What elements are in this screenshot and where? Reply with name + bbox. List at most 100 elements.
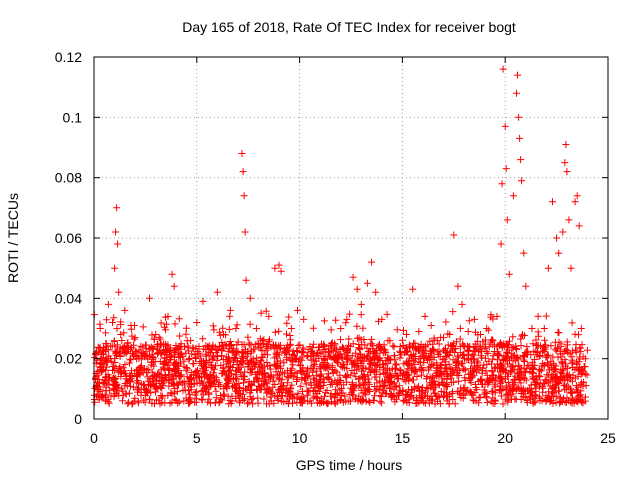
roti-noise-point — [241, 376, 249, 384]
roti-noise-point — [378, 377, 386, 385]
roti-noise-point — [568, 389, 576, 397]
roti-background-scatter — [90, 306, 591, 408]
roti-noise-point — [292, 356, 300, 364]
roti-noise-point — [169, 379, 177, 387]
roti-noise-point — [542, 312, 550, 320]
roti-data-point — [440, 334, 447, 342]
roti-noise-point — [489, 355, 497, 363]
roti-noise-point — [359, 381, 367, 389]
roti-noise-point — [337, 336, 344, 344]
roti-noise-point — [245, 360, 252, 368]
roti-noise-point — [340, 381, 348, 389]
roti-noise-point — [357, 311, 365, 319]
roti-noise-point — [535, 365, 543, 373]
roti-noise-point — [480, 361, 488, 369]
roti-noise-point — [157, 350, 165, 357]
roti-data-point — [363, 279, 371, 287]
roti-data-point — [528, 325, 536, 332]
roti-noise-point — [209, 341, 217, 349]
roti-noise-point — [465, 347, 473, 354]
roti-noise-point — [141, 365, 149, 373]
roti-noise-point — [419, 367, 427, 375]
roti-data-point — [501, 122, 509, 130]
roti-noise-point — [316, 350, 324, 358]
roti-noise-point — [253, 386, 261, 394]
roti-noise-point — [116, 350, 123, 357]
roti-noise-point — [215, 381, 222, 389]
roti-noise-point — [406, 342, 414, 350]
roti-noise-point — [459, 351, 467, 359]
roti-noise-point — [431, 389, 439, 397]
roti-noise-point — [134, 377, 141, 385]
roti-noise-point — [252, 370, 260, 378]
roti-noise-point — [361, 378, 369, 386]
roti-noise-point — [572, 382, 580, 390]
roti-noise-point — [470, 397, 478, 404]
roti-noise-point — [568, 347, 576, 355]
roti-noise-point — [473, 386, 481, 394]
roti-data-point — [113, 204, 121, 212]
roti-noise-point — [213, 356, 221, 364]
roti-noise-point — [137, 391, 145, 399]
roti-noise-point — [262, 307, 270, 315]
roti-noise-point — [258, 347, 266, 355]
roti-noise-point — [99, 378, 107, 386]
roti-noise-point — [142, 341, 150, 349]
roti-noise-point — [150, 335, 158, 343]
roti-noise-point — [135, 346, 143, 354]
roti-noise-point — [440, 388, 448, 396]
roti-data-point — [131, 334, 139, 342]
roti-data-point — [168, 270, 176, 278]
roti-noise-point — [447, 341, 455, 349]
roti-data-point — [567, 264, 575, 272]
roti-noise-point — [121, 382, 129, 390]
roti-data-point — [127, 322, 135, 329]
roti-noise-point — [124, 400, 132, 408]
roti-noise-point — [364, 353, 372, 361]
roti-noise-point — [140, 396, 148, 404]
roti-noise-point — [319, 375, 327, 383]
roti-noise-point — [463, 388, 471, 396]
roti-noise-point — [400, 369, 407, 377]
roti-data-point — [562, 141, 570, 148]
roti-data-point — [498, 180, 506, 188]
roti-noise-point — [119, 344, 127, 352]
roti-noise-point — [148, 350, 156, 358]
roti-data-point — [372, 288, 380, 296]
roti-noise-point — [161, 365, 169, 373]
roti-noise-point — [95, 344, 103, 352]
roti-noise-point — [443, 352, 451, 360]
roti-noise-point — [499, 367, 507, 375]
roti-noise-point — [166, 352, 174, 360]
roti-noise-point — [169, 372, 177, 380]
roti-data-point — [483, 325, 491, 332]
roti-noise-point — [546, 394, 554, 402]
roti-noise-point — [320, 342, 328, 350]
roti-noise-point — [558, 359, 566, 367]
roti-noise-point — [396, 347, 404, 355]
roti-noise-point — [515, 362, 523, 370]
roti-noise-point — [517, 335, 525, 343]
roti-noise-point — [270, 373, 278, 381]
roti-noise-point — [387, 390, 395, 398]
roti-noise-point — [293, 393, 301, 401]
roti-noise-point — [486, 375, 494, 383]
roti-noise-point — [185, 356, 193, 364]
roti-noise-point — [133, 372, 141, 379]
roti-noise-point — [527, 381, 535, 389]
roti-noise-point — [481, 354, 489, 362]
roti-noise-point — [286, 392, 294, 400]
roti-data-point — [104, 300, 112, 308]
roti-noise-point — [409, 363, 417, 371]
roti-noise-point — [204, 343, 211, 351]
roti-noise-point — [379, 364, 387, 372]
roti-noise-point — [158, 374, 166, 382]
roti-noise-point — [217, 361, 225, 369]
roti-noise-point — [346, 397, 354, 405]
roti-noise-point — [342, 373, 350, 381]
roti-noise-point — [507, 354, 515, 362]
roti-noise-point — [304, 365, 312, 373]
roti-data-point — [121, 306, 129, 314]
roti-noise-point — [220, 392, 228, 400]
roti-noise-point — [223, 376, 231, 384]
